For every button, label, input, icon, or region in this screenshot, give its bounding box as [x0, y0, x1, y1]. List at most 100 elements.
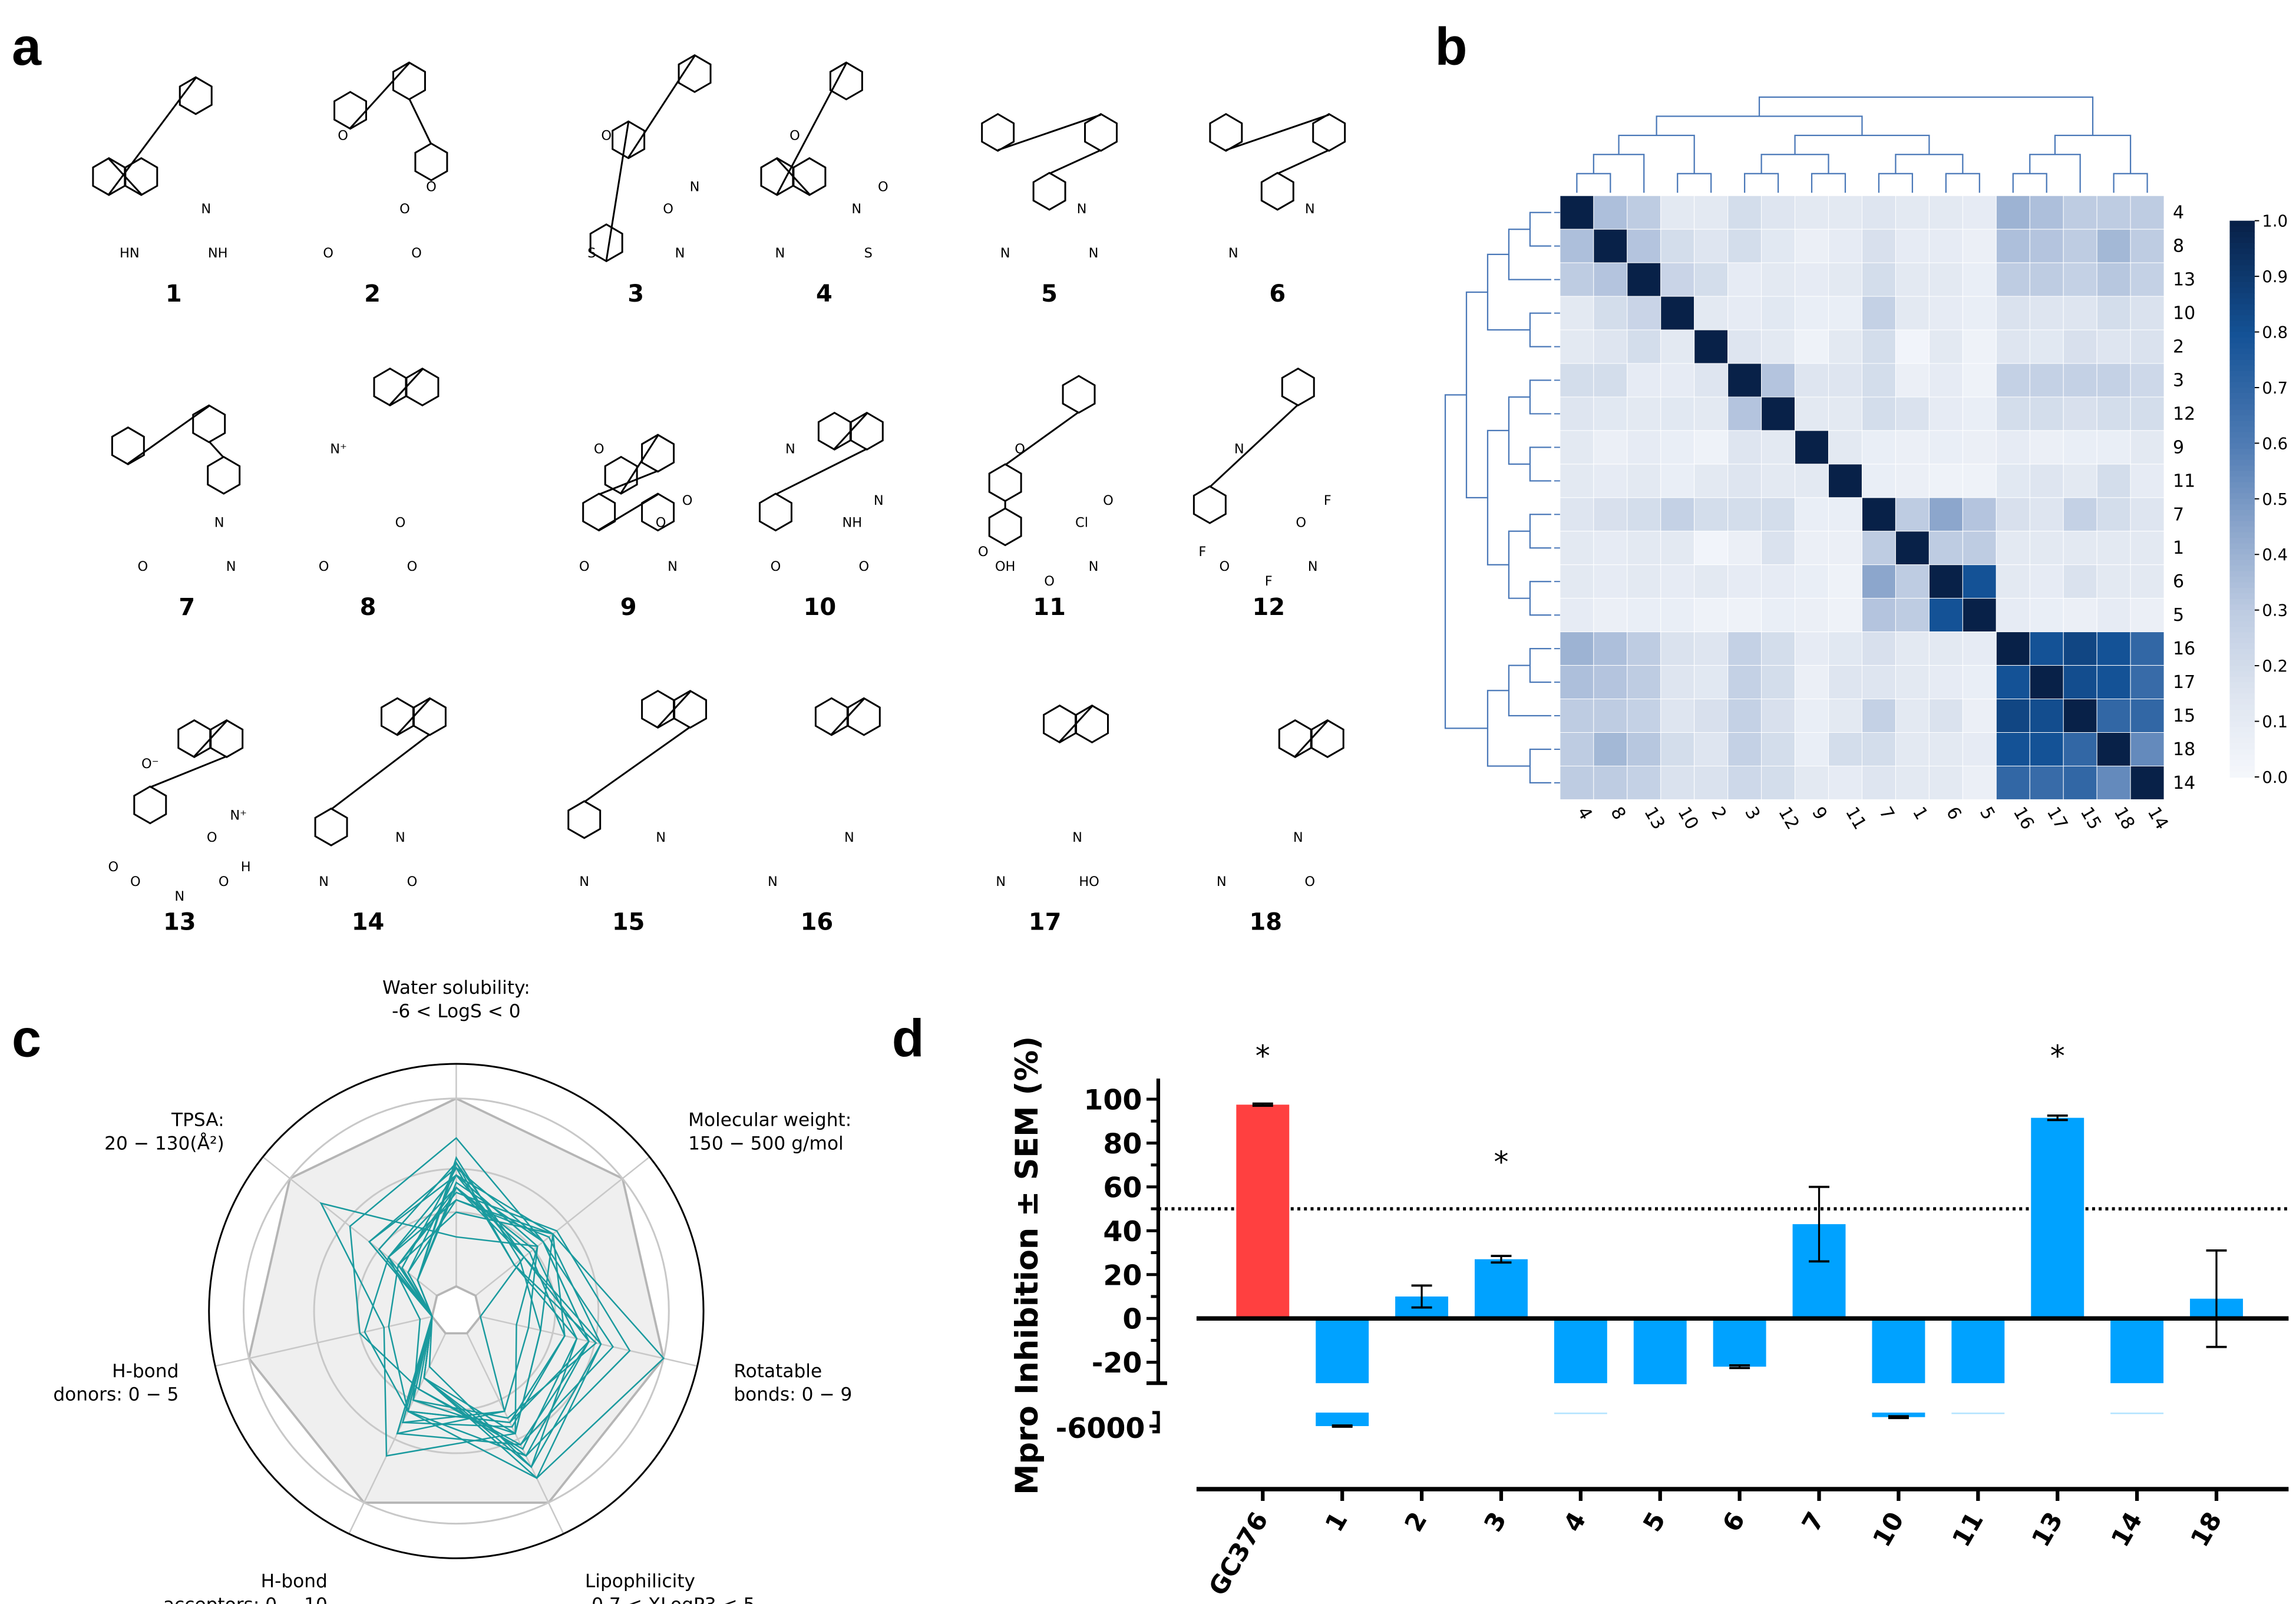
heatmap-cell	[1627, 665, 1661, 700]
heatmap-cell	[2063, 195, 2097, 230]
colorbar-segment	[2229, 598, 2255, 606]
heatmap-cell	[1828, 765, 1862, 800]
column-dendrogram-link	[2113, 173, 2148, 193]
panel-label-b: b	[1435, 16, 1468, 77]
heatmap-cell	[2130, 430, 2165, 465]
colorbar-segment	[2229, 682, 2255, 689]
heatmap-cell	[1795, 564, 1829, 599]
atom-label: F	[1198, 544, 1206, 560]
bond	[127, 405, 210, 465]
compound-profile-line	[397, 1211, 566, 1428]
atom-label: N⁺	[230, 808, 247, 823]
atom-label: O	[771, 559, 781, 574]
heatmap-cell	[2029, 296, 2064, 330]
column-label: 6	[1942, 803, 1965, 824]
atom-label: N	[1000, 246, 1010, 261]
atom-label: N	[319, 874, 329, 889]
heatmap-cell	[1996, 430, 2030, 465]
heatmap-cell	[1962, 665, 1997, 700]
x-tick-label: GC376	[1204, 1507, 1274, 1600]
compound-profile-line	[388, 1186, 590, 1424]
heatmap-cell	[2130, 665, 2165, 700]
heatmap-cell	[1828, 296, 1862, 330]
column-label: 13	[1640, 803, 1669, 834]
colorbar-tick-label: 0.4	[2262, 546, 2288, 564]
ring-structure	[760, 157, 794, 196]
row-label: 13	[2173, 270, 2195, 290]
heatmap-cell	[2063, 296, 2097, 330]
colorbar-segment	[2229, 426, 2255, 433]
heatmap-cell	[1694, 497, 1729, 532]
bond	[1049, 149, 1102, 175]
row-label: 15	[2173, 706, 2195, 726]
radar-axis-label: H-bond acceptors: 0 − 10	[163, 1570, 328, 1603]
heatmap-cell	[1962, 732, 1997, 766]
heatmap-cell	[2063, 631, 2097, 666]
colorbar-segment	[2229, 571, 2255, 578]
compound-5: N N N 5	[981, 113, 1118, 307]
heatmap-cell	[1727, 732, 1762, 766]
bar-lower-segment	[1872, 1413, 1925, 1417]
ring-structure	[380, 697, 414, 736]
heatmap-cell	[1828, 396, 1862, 431]
heatmap-cell	[2029, 262, 2064, 297]
compound-number: 3	[627, 280, 644, 307]
ring-structure	[192, 404, 226, 444]
heatmap-cell	[1928, 765, 1963, 800]
heatmap-cell	[2096, 229, 2131, 263]
colorbar-segment	[2229, 676, 2255, 683]
compound-8: O O O N⁺ 8	[319, 368, 440, 621]
row-dendrogram-link	[1529, 211, 1551, 247]
heatmap-cell	[2029, 564, 2064, 599]
compound-number: 10	[804, 594, 837, 621]
heatmap-cell	[1627, 699, 1661, 733]
heatmap-cell	[1828, 732, 1862, 766]
radar-axis	[262, 1156, 457, 1312]
axis-label-line1: H-bond	[112, 1361, 179, 1382]
heatmap-cell	[1962, 699, 1997, 733]
atom-label: HO	[1079, 874, 1099, 889]
panel-b-heatmap: 4488131310102233121299111177116655161617…	[1444, 96, 2288, 834]
heatmap-cell	[1895, 765, 1930, 800]
colorbar-segment	[2229, 259, 2255, 266]
heatmap-cell	[2130, 464, 2165, 498]
heatmap-cell	[1560, 396, 1594, 431]
ring-structure	[414, 142, 448, 181]
atom-label: H	[241, 859, 251, 875]
heatmap-cell	[2096, 598, 2131, 633]
ring-structure	[179, 76, 213, 115]
colorbar-segment	[2229, 515, 2255, 522]
bond	[349, 62, 410, 129]
heatmap-cell	[1928, 732, 1963, 766]
heatmap-cell	[1828, 665, 1862, 700]
row-dendrogram-link	[1444, 394, 1488, 729]
heatmap-cell	[1761, 262, 1796, 297]
atom-label: O	[399, 201, 410, 217]
heatmap-cell	[1895, 665, 1930, 700]
heatmap-cell	[2096, 531, 2131, 565]
ring-structure	[392, 61, 426, 101]
heatmap-cell	[1996, 631, 2030, 666]
heatmap-cell	[1560, 497, 1594, 532]
heatmap-cell	[1627, 598, 1661, 633]
ring-structure	[373, 368, 407, 406]
bond	[776, 62, 847, 195]
ring-structure	[333, 91, 368, 130]
atom-label: N	[1089, 559, 1099, 574]
colorbar-segment	[2229, 454, 2255, 461]
atom-label: F	[1324, 493, 1332, 508]
heatmap-cell	[1996, 665, 2030, 700]
panel-d-bar-chart: * GC376 1 2 * 3 4 5 6 7 10 11 * 13 14 18 100 80 60 40 20 0 -20…	[1009, 1036, 2289, 1600]
heatmap-cell	[2063, 564, 2097, 599]
colorbar-segment	[2229, 432, 2255, 439]
ring-structure	[1209, 113, 1243, 152]
heatmap-cell	[1861, 631, 1896, 666]
heatmap-cell	[1996, 363, 2030, 398]
bond	[583, 726, 691, 803]
column-dendrogram-link	[1794, 134, 1930, 155]
column-dendrogram-link	[1895, 154, 1964, 174]
heatmap-cell	[2029, 765, 2064, 800]
ring-structure	[124, 157, 158, 196]
axis-label-line1: Lipophilicity	[585, 1570, 695, 1592]
